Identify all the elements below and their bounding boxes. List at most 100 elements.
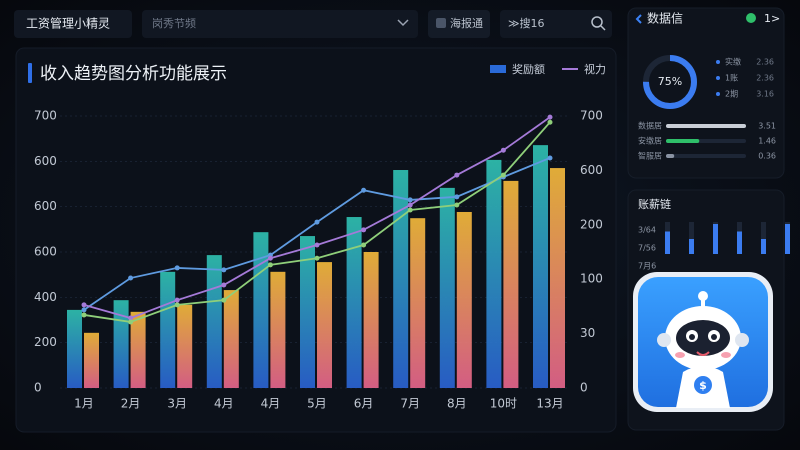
stat-value: 0.36 (758, 152, 776, 161)
y2-tick-label: 200 (580, 217, 603, 231)
item-dot (716, 92, 720, 96)
coin (694, 376, 712, 394)
bar (84, 332, 99, 388)
y-tick-label: 700 (34, 109, 57, 123)
y-tick-label: 0 (34, 381, 42, 395)
line-point (128, 275, 134, 281)
bar (160, 271, 176, 388)
donut-label: 75% (658, 75, 682, 88)
x-tick-label: 10时 (490, 397, 517, 411)
line-point (500, 147, 506, 153)
mini-bar (761, 239, 766, 254)
stat-label: 数据居 (638, 121, 662, 131)
line-point (547, 114, 553, 120)
mini-label: 7月6 (638, 262, 656, 271)
cheek-right (721, 352, 731, 358)
line-point (128, 315, 134, 321)
button-label: 海报通 (450, 16, 483, 30)
side-title: 数据信 (647, 11, 683, 26)
line-point (221, 282, 227, 288)
search-box-2[interactable] (500, 10, 612, 38)
mini-bar-track (689, 222, 694, 254)
bar (533, 145, 548, 388)
app-title-box (14, 10, 132, 38)
bar (67, 309, 82, 388)
title-accent (28, 63, 32, 83)
line-point (174, 297, 180, 303)
line-point (454, 194, 460, 200)
side2-title: 账薪链 (638, 197, 671, 211)
item-label: 实缴 (725, 57, 741, 67)
mini-label: 7/56 (638, 244, 656, 253)
bar (317, 262, 332, 388)
line-point (81, 312, 87, 318)
bar (550, 168, 565, 388)
x-tick-label: 5月 (307, 397, 327, 411)
y2-tick-label: 0 (580, 381, 588, 395)
line-point (221, 297, 227, 303)
line-point (174, 265, 180, 271)
stat-label: 安缴居 (638, 136, 662, 146)
side-card (627, 7, 785, 179)
search-box[interactable] (142, 10, 418, 38)
x-tick-label: 13月 (536, 397, 563, 411)
x-tick-label: 8月 (447, 397, 467, 411)
legend-label: 视力 (584, 62, 606, 76)
line-point (407, 202, 413, 208)
y2-tick-label: 30 (580, 326, 595, 340)
ear-right (735, 333, 749, 347)
legend-label: 奖励额 (512, 62, 545, 76)
mini-bar (713, 224, 718, 254)
pupil-left (689, 334, 695, 340)
x-tick-label: 7月 (400, 397, 420, 411)
ear-left (657, 333, 671, 347)
mini-bar (689, 239, 694, 254)
status-dot (746, 13, 756, 23)
bar (300, 236, 315, 388)
antenna-stem (701, 298, 705, 308)
bar (206, 255, 222, 388)
item-value: 2.36 (756, 58, 774, 67)
mouth (696, 351, 710, 356)
stat-label: 智服居 (638, 151, 662, 161)
y-tick-label: 600 (34, 154, 57, 168)
x-tick-label: 4月 (214, 397, 234, 411)
bar (177, 304, 193, 388)
bar (410, 218, 426, 388)
bar (393, 170, 409, 388)
button[interactable] (428, 10, 490, 38)
x-tick-label: 3月 (167, 397, 187, 411)
chart-card (15, 47, 617, 433)
side-badge: 1> (764, 12, 780, 25)
bar (486, 159, 502, 388)
x-tick-label: 4月 (261, 397, 281, 411)
item-label: 1账 (725, 74, 738, 83)
line-point (454, 202, 460, 208)
search-icon (591, 16, 603, 28)
side2-content: 3/64 7/56 7月6 (638, 222, 790, 271)
x-tick-label: 1月 (74, 397, 94, 411)
item-dot (716, 76, 720, 80)
bar (439, 187, 455, 388)
bar (113, 300, 129, 388)
line-point (81, 307, 87, 313)
mini-bar (737, 231, 742, 254)
line-point (267, 255, 273, 261)
mini-bar (665, 231, 670, 254)
cheek-left (675, 352, 685, 358)
bar (270, 271, 286, 388)
stat-value: 1.46 (758, 137, 776, 146)
line-point (314, 242, 320, 248)
antenna (698, 291, 708, 301)
search-placeholder: 岗秀节频 (152, 16, 196, 30)
y-tick-label: 600 (34, 245, 57, 259)
coin-symbol: $ (699, 379, 707, 392)
y-tick-label: 400 (34, 290, 57, 304)
stat-value: 3.51 (758, 122, 776, 131)
line-point (407, 197, 413, 203)
stat-bar (666, 139, 700, 143)
bar (223, 290, 239, 388)
mini-bar-track (761, 222, 766, 254)
bar (253, 232, 269, 388)
y-tick-label: 600 (34, 199, 57, 213)
